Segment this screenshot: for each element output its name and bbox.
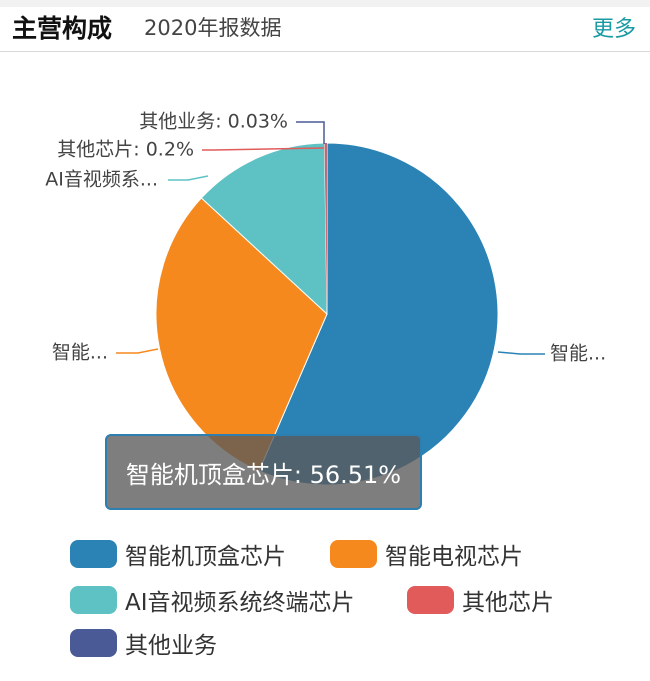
legend-item-ai[interactable]: AI音视频系统终端芯片 xyxy=(70,584,355,616)
card-header: 主营构成 2020年报数据 更多 xyxy=(0,7,650,52)
legend-item-other-chip[interactable]: 其他芯片 xyxy=(407,584,554,616)
pie-slice[interactable] xyxy=(324,143,327,314)
legend-label: 智能机顶盒芯片 xyxy=(125,544,286,570)
legend-swatch xyxy=(70,586,117,614)
callout-leader-line xyxy=(116,348,159,354)
legend-swatch xyxy=(330,540,377,568)
callout-leader-line xyxy=(296,121,325,144)
legend-label: 其他业务 xyxy=(125,633,217,659)
callout-label: AI音视频系... xyxy=(45,169,158,191)
section-subtitle: 2020年报数据 xyxy=(144,16,282,40)
callout-label: 其他业务: 0.03% xyxy=(139,111,288,133)
legend-label: 其他芯片 xyxy=(462,590,554,616)
callout-leader-line xyxy=(202,147,325,151)
pie-slice[interactable] xyxy=(200,142,328,316)
legend-swatch xyxy=(70,629,117,657)
legend-item-other-business[interactable]: 其他业务 xyxy=(70,627,217,659)
legend-label: 智能电视芯片 xyxy=(385,544,523,570)
section-title: 主营构成 xyxy=(12,14,113,43)
chart-tooltip: 智能机顶盒芯片: 56.51% xyxy=(105,434,422,510)
legend-item-tv[interactable]: 智能电视芯片 xyxy=(330,538,523,570)
legend-swatch xyxy=(407,586,454,614)
legend-item-stb[interactable]: 智能机顶盒芯片 xyxy=(70,538,286,570)
callout-label: 智能... xyxy=(550,343,606,365)
pie-chart: 智能... 智能... AI音视频系... 其他芯片: 0.2% 其他业务: 0.03% xyxy=(45,111,606,486)
callout-label: 其他芯片: 0.2% xyxy=(57,139,194,161)
tooltip-text: 智能机顶盒芯片: 56.51% xyxy=(125,460,402,489)
legend-swatch xyxy=(70,540,117,568)
callout-leader-line xyxy=(168,175,209,181)
more-link[interactable]: 更多 xyxy=(591,17,636,42)
top-strip xyxy=(0,0,650,7)
callout-label: 智能... xyxy=(52,342,108,364)
legend-label: AI音视频系统终端芯片 xyxy=(125,590,355,616)
callout-leader-line xyxy=(497,351,545,355)
